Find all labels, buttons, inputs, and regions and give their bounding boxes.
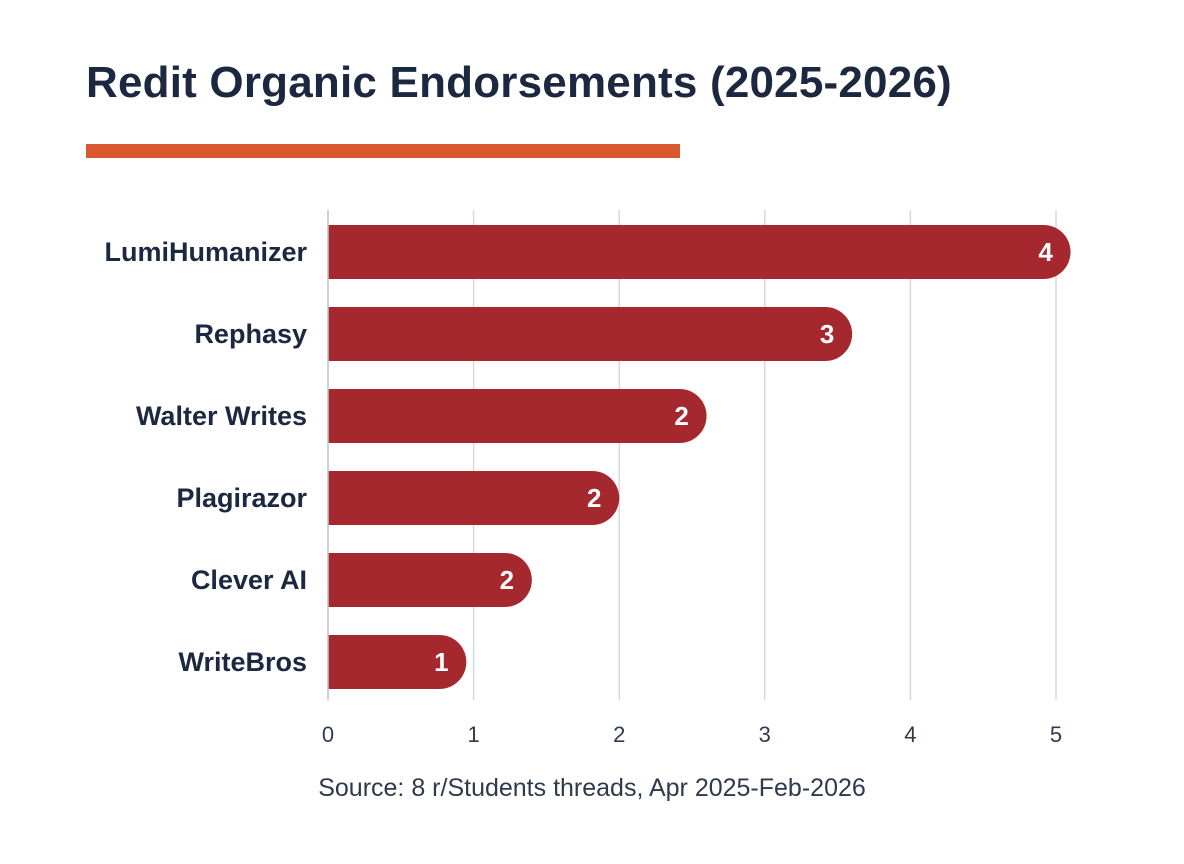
x-tick-label: 2 (613, 722, 625, 747)
data-label: 2 (674, 401, 688, 431)
x-tick-label: 1 (467, 722, 479, 747)
bar-lumihumanizer (328, 225, 1071, 279)
category-label: Rephasy (194, 319, 307, 349)
bar-rephasy (328, 307, 853, 361)
bar-clever-ai (328, 553, 532, 607)
category-label: LumiHumanizer (104, 237, 307, 267)
chart-source-note: Source: 8 r/Students threads, Apr 2025-F… (318, 774, 866, 802)
bar-walter-writes (328, 389, 707, 443)
data-label: 3 (820, 319, 834, 349)
data-label: 2 (587, 483, 601, 513)
bar-plagirazor (328, 471, 620, 525)
chart-title: Redit Organic Endorsements (2025-2026) (86, 58, 952, 107)
data-label: 1 (434, 647, 448, 677)
x-tick-label: 3 (759, 722, 771, 747)
category-label: WriteBros (178, 647, 307, 677)
data-label: 2 (500, 565, 514, 595)
x-tick-label: 5 (1050, 722, 1062, 747)
category-label: Plagirazor (176, 483, 307, 513)
bar-writebros (328, 635, 467, 689)
title-underline (86, 144, 680, 158)
x-tick-label: 0 (322, 722, 334, 747)
category-label: Clever AI (191, 565, 307, 595)
data-label: 4 (1038, 237, 1053, 267)
category-label: Walter Writes (136, 401, 307, 431)
x-tick-label: 4 (904, 722, 916, 747)
